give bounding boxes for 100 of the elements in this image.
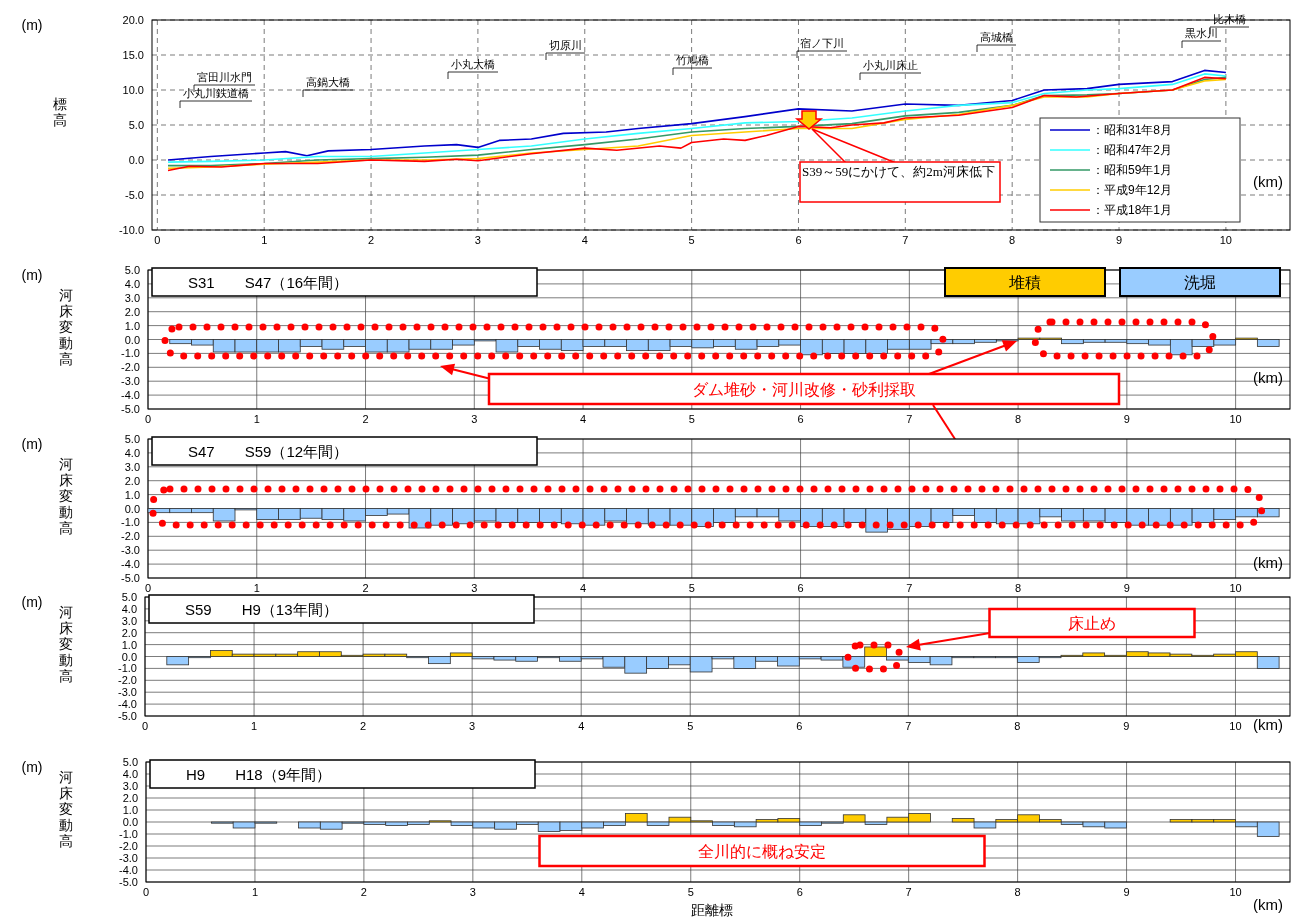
annotation: 宿ノ下川 [800,37,844,49]
y-tick-label: -3.0 [121,375,140,388]
x-axis-title: (km) [1253,369,1283,386]
x-tick-label: 9 [1115,234,1123,246]
y-tick-label: 3.0 [124,291,140,304]
y-tick-label: -1.0 [121,516,140,529]
x-tick-label: 10 [1229,720,1242,732]
x-tick-label: 2 [362,582,369,594]
annotation: 高鍋大橋 [306,76,350,88]
text: 堆積 [1008,274,1041,291]
annotation: 切原川 [549,39,582,51]
x-tick-label: 10 [1229,413,1242,425]
y-axis-title: 河床変動高 [59,455,73,536]
x-tick-label: 7 [902,234,909,246]
y-tick-label: -3.0 [119,852,138,864]
x-tick-label: 2 [360,886,367,898]
x-tick-label: 1 [251,886,259,898]
y-tick-label: 5.0 [124,264,140,276]
y-tick-label: -4.0 [119,864,138,876]
y-tick-label: -5.0 [119,876,138,888]
y-tick-label: 3.0 [124,460,140,473]
y-tick-label: -5.0 [118,710,137,722]
text: (m) [21,436,43,452]
y-tick-label: -3.0 [118,686,137,699]
y-tick-label: -3.0 [121,544,140,557]
y-tick-label: 1.0 [121,638,137,651]
x-tick-label: 9 [1123,413,1130,425]
y-tick-label: 20.0 [122,14,144,26]
x-tick-label: 6 [796,720,803,732]
x-tick-label: 5 [687,886,694,898]
x-tick-label: 2 [360,720,367,732]
y-axis-title: 標高 [53,96,67,128]
x-tick-label: 8 [1015,582,1022,594]
x-tick-label: 10 [1229,886,1242,898]
x-tick-label: 3 [471,413,478,425]
x-tick-label: 2 [367,234,375,246]
x-tick-label: 4 [578,720,585,732]
y-tick-label: 3.0 [121,614,137,627]
x-tick-label: 0 [141,720,149,732]
x-tick-label: 7 [906,582,913,594]
y-tick-label: -4.0 [118,698,137,711]
x-tick-label: 8 [1014,720,1021,732]
y-tick-label: -2.0 [121,530,140,543]
y-tick-label: 4.0 [124,446,140,459]
annotation: 高城橋 [980,31,1013,43]
annotation: 竹鳩橋 [676,54,709,66]
y-tick-label: 0.0 [121,650,137,663]
x-tick-label: 0 [144,582,152,594]
x-tick-label: 4 [579,582,587,594]
x-axis-title: (km) [1253,896,1283,913]
x-tick-label: 4 [579,413,587,425]
x-tick-label: 4 [578,886,585,898]
annotation: S39～59にかけて、約2m河床低下 [802,163,996,181]
y-tick-label: -4.0 [121,389,140,402]
y-tick-label: 1.0 [124,488,140,501]
y-tick-label: -10.0 [118,224,144,236]
x-tick-label: 0 [144,413,152,425]
chart-title: H9 H18（9年間） [186,766,332,783]
y-tick-label: 4.0 [124,277,140,290]
x-axis-title: (km) [1253,554,1283,571]
y-tick-label: 4.0 [121,602,137,615]
y-tick-label: 1.0 [124,319,140,332]
text: 距離標 [691,902,733,918]
annotation: ダム堆砂・河川改修・砂利採取 [692,381,916,398]
x-tick-label: 5 [687,720,694,732]
y-tick-label: -2.0 [119,840,138,852]
legend-label: ：昭和47年2月 [1092,143,1173,157]
x-tick-label: 9 [1123,886,1130,898]
x-tick-label: 5 [688,234,695,246]
chart-title: S31 S47（16年間） [188,274,349,291]
y-tick-label: 2.0 [124,474,140,487]
x-tick-label: 8 [1009,234,1016,246]
annotation: 全川的に概ね安定 [698,843,826,860]
x-tick-label: 10 [1229,582,1242,594]
y-axis-title: 河床変動高 [59,769,73,849]
text: 洗堀 [1184,274,1216,291]
x-tick-label: 1 [253,413,260,425]
x-tick-label: 7 [905,886,912,898]
x-tick-label: 5 [688,582,695,594]
legend-label: ：平成18年1月 [1092,203,1173,217]
y-tick-label: 3.0 [122,780,138,792]
y-axis-title: 河床変動高 [59,286,73,367]
x-tick-label: 0 [154,234,161,246]
y-tick-label: -5.0 [121,572,140,584]
x-tick-label: 6 [797,413,804,425]
x-tick-label: 3 [474,234,481,246]
x-tick-label: 10 [1219,234,1233,246]
chart-title: S59 H9（13年間） [185,601,338,618]
annotation: 小丸川鉄道橋 [183,87,249,99]
text: (m) [21,267,43,283]
x-axis-title: (km) [1253,173,1283,190]
y-tick-label: 0.0 [124,502,140,515]
x-tick-label: 1 [253,582,260,594]
y-tick-label: -5.0 [125,189,144,201]
x-tick-label: 6 [797,582,804,594]
x-tick-label: 0 [142,886,150,898]
y-tick-label: 2.0 [122,792,138,804]
x-tick-label: 3 [471,582,478,594]
chart-title: S47 S59（12年間） [188,443,349,460]
y-tick-label: -1.0 [119,828,138,840]
